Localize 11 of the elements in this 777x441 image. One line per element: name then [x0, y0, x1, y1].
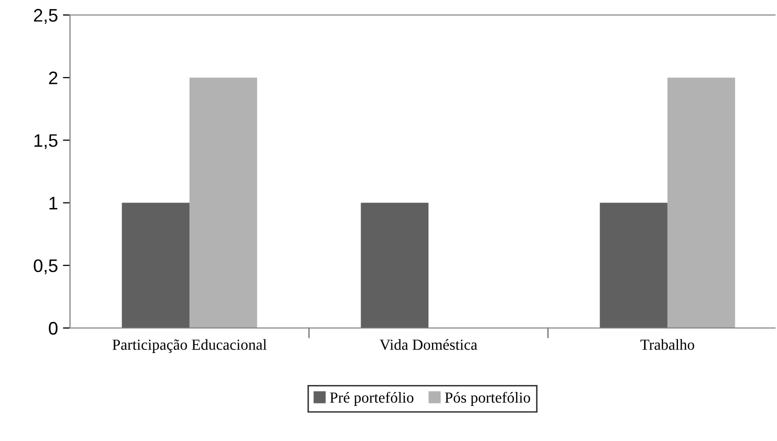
x-tick-label: Trabalho: [640, 339, 694, 350]
y-tick-label: 1,5: [34, 134, 58, 150]
y-tick-label: 2: [49, 72, 58, 84]
y-tick-label: 0,5: [34, 259, 58, 274]
x-tick-label: Vida Doméstica: [380, 339, 478, 350]
legend-label: Pré portefólio: [330, 392, 414, 406]
y-tick-label: 1: [50, 196, 58, 210]
y-tick-label: 0: [48, 322, 58, 335]
legend-label: Pós portefólio: [445, 392, 530, 406]
x-tick-label: Participação Educacional: [112, 339, 267, 353]
y-tick-label: 2,5: [34, 8, 58, 24]
